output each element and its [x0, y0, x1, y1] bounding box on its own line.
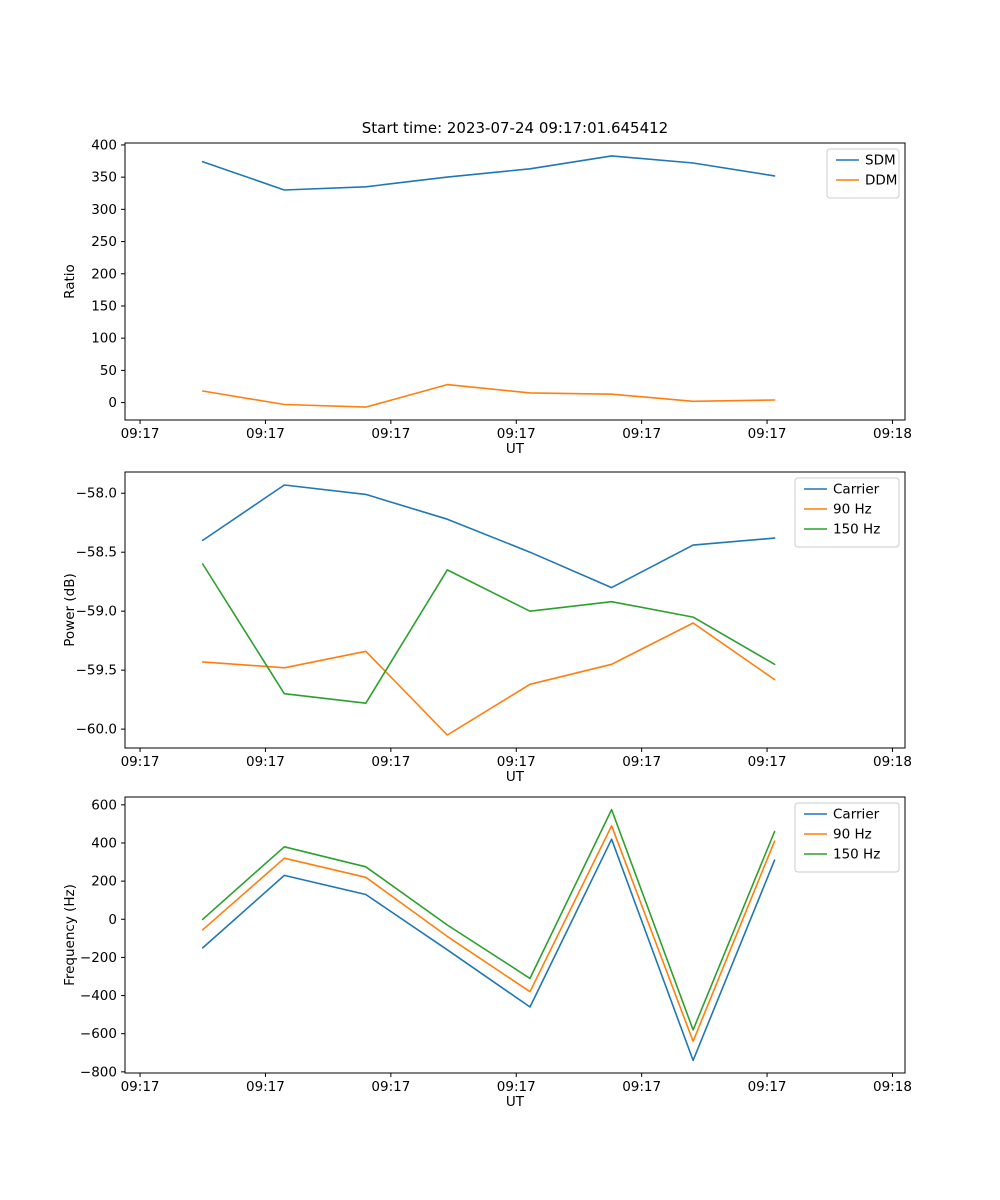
y-tick-label: 250: [91, 234, 117, 250]
y-tick-label: 400: [91, 835, 117, 851]
x-tick-label: 09:17: [121, 754, 160, 770]
x-tick-label: 09:17: [748, 754, 787, 770]
y-tick-label: −800: [80, 1064, 117, 1080]
series-line-sdm: [201, 155, 776, 191]
axes-frame: [124, 796, 906, 1074]
legend-label-sdm: SDM: [865, 153, 896, 169]
x-tick-label: 09:18: [873, 426, 912, 442]
y-tick-label: −58.0: [76, 486, 117, 502]
y-tick-label: 150: [91, 298, 117, 314]
legend-label-carrier: Carrier: [833, 807, 880, 823]
x-tick-label: 09:17: [497, 1079, 536, 1095]
legend-label-carrier: Carrier: [833, 482, 880, 498]
axes-frame: [124, 471, 906, 749]
x-tick-label: 09:17: [371, 754, 410, 770]
y-tick-label: −400: [80, 988, 117, 1004]
series-line-150-hz: [201, 808, 776, 1031]
chart-3-frequency-(hz): 09:17 09:17 09:17 09:17 09:17 09:17 09:18 −800 −…: [62, 796, 912, 1110]
y-tick-label: 200: [91, 874, 117, 890]
legend-label-90-hz: 90 Hz: [833, 502, 872, 518]
x-tick-label: 09:18: [873, 754, 912, 770]
x-axis-label: UT: [506, 441, 525, 457]
x-tick-label: 09:17: [748, 426, 787, 442]
y-tick-label: −60.0: [76, 722, 117, 738]
x-tick-label: 09:17: [121, 1079, 160, 1095]
x-tick-label: 09:17: [246, 426, 285, 442]
x-tick-label: 09:17: [246, 1079, 285, 1095]
y-tick-label: 350: [91, 170, 117, 186]
legend-label-150-hz: 150 Hz: [833, 522, 880, 538]
y-tick-label: 200: [91, 266, 117, 282]
y-tick-label: −200: [80, 950, 117, 966]
legend-label-90-hz: 90 Hz: [833, 827, 872, 843]
x-tick-label: 09:18: [873, 1079, 912, 1095]
y-tick-label: 400: [91, 137, 117, 153]
chart-2-power-(db): 09:17 09:17 09:17 09:17 09:17 09:17 09:18 −58.0…: [62, 471, 912, 785]
y-tick-label: −59.0: [76, 604, 117, 620]
axes-frame: [124, 142, 906, 421]
chart-1-ratio: 09:17 09:17 09:17 09:17 09:17 09:17 09:18 0 50 10…: [62, 137, 912, 457]
y-tick-label: −59.5: [76, 663, 117, 679]
y-tick-label: 100: [91, 331, 117, 347]
x-tick-label: 09:17: [246, 754, 285, 770]
x-axis-label: UT: [506, 769, 525, 785]
x-tick-label: 09:17: [497, 754, 536, 770]
y-tick-label: −600: [80, 1026, 117, 1042]
series-line-carrier: [201, 838, 776, 1062]
x-tick-label: 09:17: [121, 426, 160, 442]
series-line-ddm: [201, 383, 776, 408]
x-tick-label: 09:17: [622, 754, 661, 770]
y-tick-label: 0: [108, 912, 117, 928]
y-axis-label: Power (dB): [62, 573, 78, 646]
y-tick-label: 0: [108, 395, 117, 411]
series-line-90-hz: [201, 622, 776, 736]
x-axis-label: UT: [506, 1094, 525, 1110]
x-tick-label: 09:17: [371, 426, 410, 442]
series-line-carrier: [201, 484, 776, 589]
legend-box: [826, 148, 900, 199]
y-axis-label: Frequency (Hz): [62, 884, 78, 986]
series-line-150-hz: [201, 563, 776, 705]
series-line-90-hz: [201, 824, 776, 1043]
x-tick-label: 09:17: [622, 426, 661, 442]
x-tick-label: 09:17: [497, 426, 536, 442]
y-tick-label: 300: [91, 202, 117, 218]
x-tick-label: 09:17: [371, 1079, 410, 1095]
y-tick-label: −58.5: [76, 545, 117, 561]
legend-label-ddm: DDM: [865, 173, 897, 189]
x-tick-label: 09:17: [622, 1079, 661, 1095]
y-axis-label: Ratio: [62, 264, 78, 299]
y-tick-label: 600: [91, 797, 117, 813]
figure-title: Start time: 2023-07-24 09:17:01.645412: [361, 119, 669, 137]
legend-label-150-hz: 150 Hz: [833, 847, 880, 863]
x-tick-label: 09:17: [748, 1079, 787, 1095]
y-tick-label: 50: [100, 363, 117, 379]
